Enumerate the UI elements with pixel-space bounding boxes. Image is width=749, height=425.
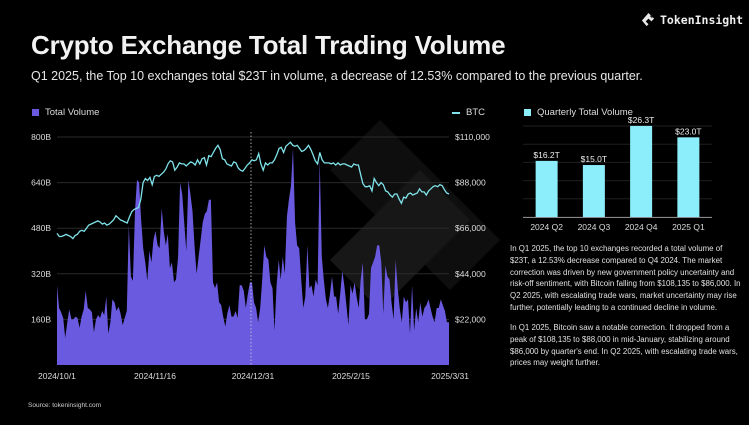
y-right-tick-label: $22,000 xyxy=(455,314,486,324)
legend-label-quarterly: Quarterly Total Volume xyxy=(537,107,633,118)
legend-btc: BTC xyxy=(452,107,485,118)
y-left-tick-label: 800B xyxy=(31,132,51,142)
x-tick-label: 2024/10/1 xyxy=(38,371,76,381)
x-tick-label: 2025/3/31 xyxy=(431,371,469,381)
bar-category-label: 2024 Q2 xyxy=(530,222,563,232)
y-left-tick-label: 320B xyxy=(31,269,51,279)
y-right-tick-label: $88,000 xyxy=(455,178,486,188)
legend-swatch-volume xyxy=(32,109,39,116)
quarterly-bar xyxy=(535,160,558,217)
y-left-tick-label: 480B xyxy=(31,223,51,233)
legend-swatch-quarterly xyxy=(524,109,531,116)
page-subtitle: Q1 2025, the Top 10 exchanges total $23T… xyxy=(31,69,643,83)
page-title: Crypto Exchange Total Trading Volume xyxy=(31,30,506,60)
bar-data-label: $23.0T xyxy=(675,126,701,136)
legend-label-volume: Total Volume xyxy=(45,107,100,118)
y-left-tick-label: 160B xyxy=(31,314,51,324)
tokeninsight-logo-icon xyxy=(641,12,655,27)
legend-quarterly: Quarterly Total Volume xyxy=(524,107,633,118)
quarterly-bar xyxy=(677,137,700,217)
brand-name: TokenInsight xyxy=(660,12,744,27)
source-note: Source: tokeninsight.com xyxy=(28,402,101,409)
commentary-volume: In Q1 2025, the top 10 exchanges recorde… xyxy=(510,244,741,312)
y-right-tick-label: $110,000 xyxy=(455,132,490,142)
y-right-tick-label: $44,000 xyxy=(455,269,486,279)
legend-total-volume: Total Volume xyxy=(32,107,99,118)
legend-label-btc: BTC xyxy=(466,107,485,118)
legend-swatch-btc xyxy=(452,111,460,114)
bar-category-label: 2025 Q1 xyxy=(672,222,705,232)
x-tick-label: 2025/2/15 xyxy=(332,371,370,381)
bar-category-label: 2024 Q4 xyxy=(625,222,658,232)
bar-data-label: $15.0T xyxy=(581,154,607,164)
commentary-btc: In Q1 2025, Bitcoin saw a notable correc… xyxy=(510,323,738,368)
bar-category-label: 2024 Q3 xyxy=(578,222,611,232)
y-right-tick-label: $66,000 xyxy=(455,223,486,233)
volume-area xyxy=(57,148,449,365)
x-tick-label: 2024/12/31 xyxy=(232,371,275,381)
bar-data-label: $26.3T xyxy=(628,115,654,125)
quarterly-bar xyxy=(630,125,653,217)
x-tick-label: 2024/11/16 xyxy=(134,371,176,381)
quarterly-bar xyxy=(582,165,605,217)
watermark-logo xyxy=(330,120,500,310)
bar-data-label: $16.2T xyxy=(533,150,559,160)
y-left-tick-label: 640B xyxy=(31,178,51,188)
btc-line xyxy=(56,141,450,240)
brand: TokenInsight xyxy=(641,12,743,27)
